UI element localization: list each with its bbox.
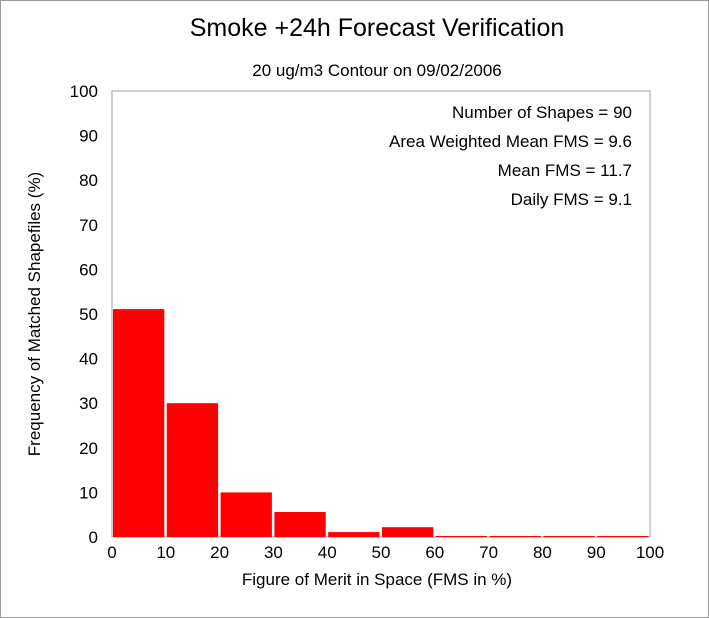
x-tick-label: 0 [107,543,116,562]
bar-60-70 [435,536,488,537]
x-tick-label: 100 [636,543,664,562]
y-tick-label: 90 [79,127,98,146]
stat-annotation: Area Weighted Mean FMS = 9.6 [389,132,632,151]
chart-subtitle: 20 ug/m3 Contour on 09/02/2006 [252,61,502,80]
bars-group [113,309,649,537]
x-tick-label: 50 [372,543,391,562]
stat-annotation: Daily FMS = 9.1 [511,190,632,209]
x-tick-label: 70 [479,543,498,562]
bar-90-100 [597,536,649,537]
stat-annotation: Mean FMS = 11.7 [498,161,632,180]
y-tick-label: 80 [79,171,98,190]
bar-0-10 [113,309,165,537]
y-tick-label: 30 [79,394,98,413]
x-tick-label: 40 [318,543,337,562]
bar-30-40 [274,512,326,537]
y-tick-label: 20 [79,439,98,458]
bar-70-80 [489,536,541,537]
y-tick-labels: 0 10 20 30 40 50 60 70 80 90 100 [70,82,98,547]
bar-40-50 [328,532,380,537]
x-tick-labels: 0 10 20 30 40 50 60 70 80 90 100 [107,543,664,562]
x-tick-label: 20 [210,543,229,562]
y-tick-label: 10 [79,483,98,502]
x-tick-label: 30 [264,543,283,562]
x-tick-label: 10 [156,543,175,562]
chart-title: Smoke +24h Forecast Verification [190,14,565,42]
bar-80-90 [543,536,595,537]
annotations-group: Number of Shapes = 90 Area Weighted Mean … [389,103,632,209]
x-axis-label: Figure of Merit in Space (FMS in %) [242,570,512,589]
x-tick-label: 90 [587,543,606,562]
y-tick-label: 70 [79,216,98,235]
x-tick-label: 60 [425,543,444,562]
y-tick-label: 100 [70,82,98,101]
x-tick-label: 80 [533,543,552,562]
y-tick-label: 60 [79,260,98,279]
bar-50-60 [382,527,434,537]
y-tick-label: 40 [79,350,98,369]
y-axis-label: Frequency of Matched Shapefiles (%) [25,172,44,456]
y-tick-label: 50 [79,305,98,324]
stat-annotation: Number of Shapes = 90 [452,103,632,122]
y-tick-label: 0 [89,528,98,547]
bar-20-30 [220,492,272,537]
bar-10-20 [166,403,219,537]
